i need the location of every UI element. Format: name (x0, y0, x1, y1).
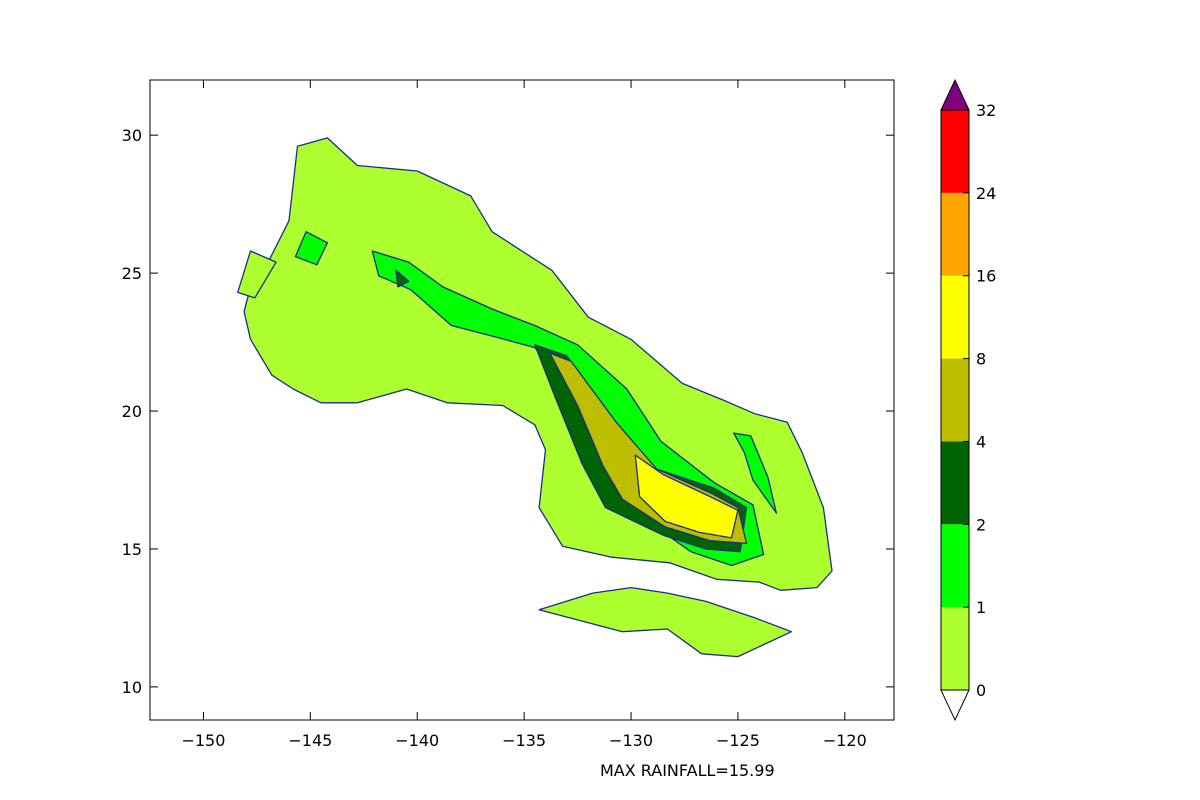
contour-region-7 (395, 269, 410, 288)
x-tick-label: −130 (609, 731, 653, 750)
x-tick-label: −140 (395, 731, 439, 750)
plot-area: −150 −145 −140 −135 −130 −125 −120 10 15 20 25 30 (122, 79, 895, 750)
y-tick-label: 10 (122, 678, 142, 697)
colorbar-segment-2 (941, 441, 969, 525)
x-tick-label: −145 (288, 731, 332, 750)
colorbar-segment-0 (941, 607, 969, 690)
contour-region-2 (237, 250, 277, 299)
max-rainfall-label: MAX RAINFALL=15.99 (600, 761, 775, 780)
contour-region-5 (294, 231, 329, 266)
colorbar-tick-label: 4 (976, 432, 986, 451)
plot-frame (149, 79, 895, 721)
x-tick-label: −125 (716, 731, 760, 750)
colorbar-segment-3 (941, 358, 969, 442)
colorbar-tick-label: 16 (976, 267, 996, 286)
y-axis: 10 15 20 25 30 (122, 126, 894, 697)
colorbar-tick-label: 8 (976, 350, 986, 369)
y-tick-label: 30 (122, 126, 142, 145)
y-tick-label: 15 (122, 540, 142, 559)
contour-region-9 (634, 454, 739, 539)
colorbar-segment-5 (941, 192, 969, 276)
colorbar-outline (940, 109, 970, 691)
colorbar-segment-1 (941, 524, 969, 608)
colorbar-tick-label: 32 (976, 101, 996, 120)
y-tick-label: 20 (122, 402, 142, 421)
colorbar-tick-label: 2 (976, 515, 986, 534)
contour-region-4 (733, 432, 778, 514)
x-tick-label: −150 (181, 731, 225, 750)
contour-region-1 (538, 586, 793, 658)
x-tick-label: −120 (823, 731, 867, 750)
colorbar-segment-4 (941, 275, 969, 359)
y-tick-label: 25 (122, 264, 142, 283)
contour-regions (237, 137, 833, 658)
colorbar-tick-label: 1 (976, 598, 986, 617)
colorbar-tick-label: 24 (976, 184, 996, 203)
colorbar-tick-label: 0 (976, 681, 986, 700)
x-axis: −150 −145 −140 −135 −130 −125 −120 (181, 80, 867, 750)
x-tick-label: −135 (502, 731, 546, 750)
colorbar-segment-6 (941, 110, 969, 193)
